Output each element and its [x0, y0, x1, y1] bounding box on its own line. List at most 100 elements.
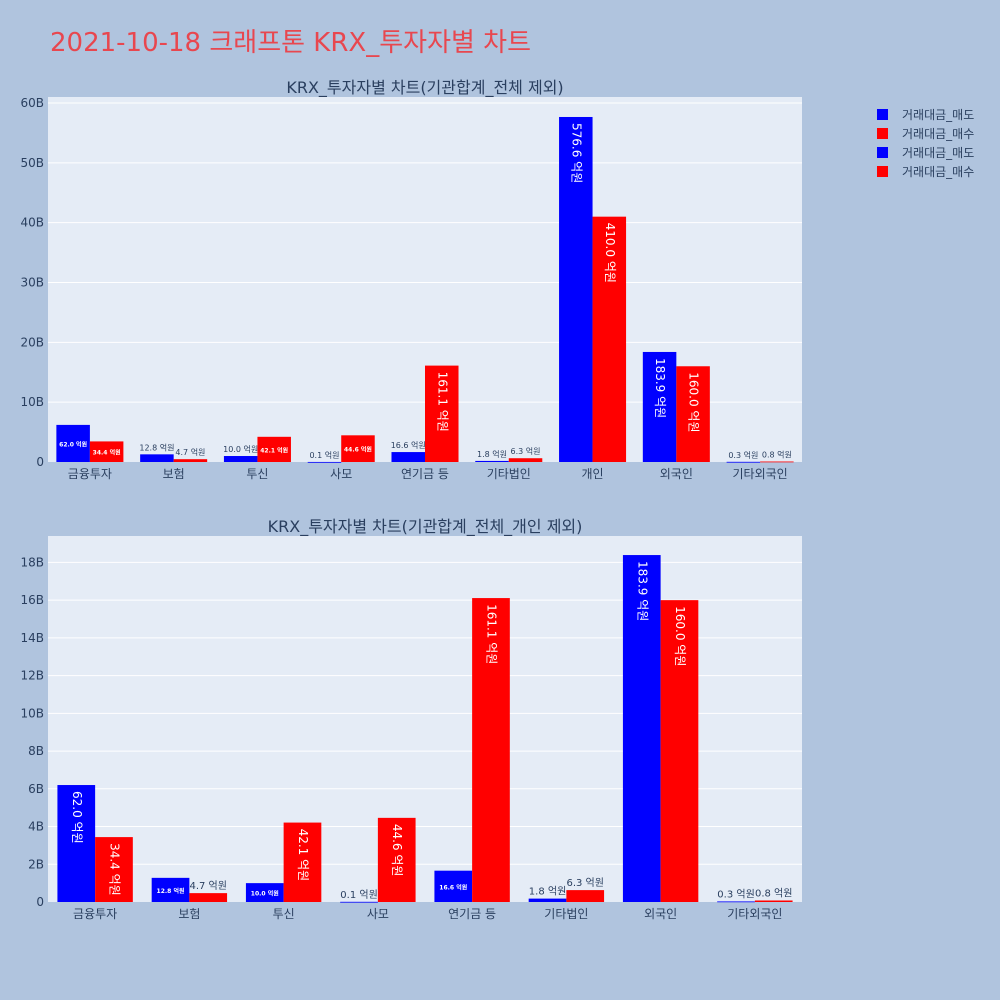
chart-subtitle: KRX_투자자별 차트(기관합계_전체_개인 제외): [268, 517, 583, 537]
bar-sell[interactable]: [528, 898, 567, 902]
bar-buy[interactable]: [377, 817, 416, 902]
bar-buy[interactable]: [676, 366, 710, 462]
bar-buy[interactable]: [341, 435, 375, 462]
data-label: 183.9 억원: [653, 358, 667, 418]
y-tick-label: 10B: [20, 706, 44, 720]
y-tick-label: 4B: [28, 820, 44, 834]
x-tick-label: 보험: [163, 467, 185, 481]
y-tick-label: 0: [36, 455, 44, 469]
data-label: 161.1 억원: [435, 372, 449, 432]
bar-buy[interactable]: [95, 837, 133, 902]
x-tick-label: 개인: [582, 467, 604, 481]
bar-sell[interactable]: [140, 454, 174, 462]
data-label: 183.9 억원: [635, 561, 649, 621]
data-label: 161.1 억원: [484, 604, 498, 664]
bar-sell[interactable]: [642, 351, 677, 462]
data-label: 4.7 억원: [189, 880, 226, 892]
x-tick-label: 기타외국인: [733, 467, 788, 481]
x-tick-label: 금융투자: [73, 907, 117, 921]
bar-buy[interactable]: [189, 893, 228, 902]
x-tick-label: 외국인: [660, 467, 693, 481]
x-tick-label: 기타법인: [544, 907, 588, 921]
y-tick-label: 6B: [28, 782, 44, 796]
x-tick-label: 금융투자: [68, 467, 112, 481]
chart-bottom: KRX_투자자별 차트(기관합계_전체_개인 제외) 0 2B 4B 6B 8B 10B 12…: [20, 517, 802, 921]
chart-top: KRX_투자자별 차트(기관합계_전체 제외) 0 10B 20B 30B 40B 50B 6…: [20, 78, 802, 481]
bar-buy[interactable]: [283, 822, 322, 902]
bar-sell[interactable]: [391, 452, 425, 462]
data-label: 62.0 억원: [70, 791, 84, 844]
bar-buy[interactable]: [660, 600, 699, 902]
legend-swatch[interactable]: [877, 166, 888, 177]
bar-sell[interactable]: [307, 461, 342, 463]
bar-sell[interactable]: [622, 555, 661, 902]
y-tick-label: 2B: [28, 857, 44, 871]
data-label: 16.6 억원: [439, 883, 467, 891]
bar-buy[interactable]: [472, 598, 510, 902]
data-label: 34.4 억원: [107, 843, 121, 896]
bar-buy[interactable]: [508, 458, 543, 462]
chart-subtitle: KRX_투자자별 차트(기관합계_전체 제외): [286, 78, 563, 98]
x-tick-label: 기타법인: [487, 467, 531, 481]
y-tick-label: 20B: [20, 335, 44, 349]
x-tick-label: 연기금 등: [448, 907, 496, 921]
bar-buy[interactable]: [89, 441, 124, 462]
y-tick-label: 40B: [20, 216, 44, 230]
data-label: 4.7 억원: [175, 447, 205, 457]
x-tick-label: 연기금 등: [401, 467, 449, 481]
bar-sell[interactable]: [56, 424, 90, 462]
bar-buy[interactable]: [425, 365, 459, 462]
x-tick-label: 외국인: [644, 907, 677, 921]
bar-buy[interactable]: [257, 436, 291, 462]
bar-sell[interactable]: [726, 461, 761, 463]
y-tick-label: 12B: [20, 669, 44, 683]
data-label: 6.3 억원: [566, 877, 603, 889]
legend-item-label[interactable]: 거래대금_매수: [902, 165, 974, 179]
data-label: 160.0 억원: [673, 606, 687, 666]
y-tick-label: 0: [36, 895, 44, 909]
data-label: 0.8 억원: [762, 450, 792, 460]
data-label: 44.6 억원: [344, 446, 372, 454]
bar-sell[interactable]: [475, 460, 509, 462]
bar-buy[interactable]: [173, 459, 208, 462]
data-label: 410.0 억원: [603, 223, 617, 283]
bar-sell[interactable]: [57, 785, 96, 902]
legend-item-label[interactable]: 거래대금_매수: [902, 127, 974, 141]
y-tick-label: 14B: [20, 631, 44, 645]
data-label: 6.3 억원: [511, 446, 541, 456]
data-label: 0.3 억원: [717, 888, 754, 900]
bar-sell[interactable]: [245, 883, 284, 902]
x-tick-label: 투신: [273, 907, 295, 921]
legend-item-label[interactable]: 거래대금_매도: [902, 146, 974, 160]
data-label: 0.3 억원: [728, 450, 758, 460]
bar-sell[interactable]: [434, 870, 473, 902]
data-label: 42.1 억원: [296, 829, 310, 882]
data-label: 12.8 억원: [139, 442, 174, 452]
data-label: 10.0 억원: [223, 444, 258, 454]
bar-buy[interactable]: [754, 900, 793, 902]
data-label: 34.4 억원: [93, 449, 121, 457]
bar-sell[interactable]: [717, 901, 755, 903]
x-tick-label: 투신: [246, 467, 268, 481]
data-label: 0.1 억원: [309, 450, 339, 460]
bar-buy[interactable]: [760, 461, 794, 463]
y-tick-label: 30B: [20, 275, 44, 289]
bar-sell[interactable]: [340, 901, 378, 903]
data-label: 10.0 억원: [251, 890, 279, 898]
y-tick-label: 18B: [20, 555, 44, 569]
legend-swatch[interactable]: [877, 109, 888, 120]
x-tick-label: 기타외국인: [727, 907, 782, 921]
y-tick-label: 50B: [20, 156, 44, 170]
legend-item-label[interactable]: 거래대금_매도: [902, 108, 974, 122]
data-label: 12.8 억원: [157, 887, 185, 895]
x-tick-label: 보험: [178, 907, 200, 921]
legend-swatch[interactable]: [877, 147, 888, 158]
bar-buy[interactable]: [592, 216, 627, 462]
data-label: 62.0 억원: [59, 440, 87, 448]
legend-swatch[interactable]: [877, 128, 888, 139]
bar-sell[interactable]: [223, 456, 258, 462]
bar-sell[interactable]: [559, 116, 593, 463]
bar-sell[interactable]: [151, 877, 190, 902]
bar-buy[interactable]: [566, 890, 605, 902]
